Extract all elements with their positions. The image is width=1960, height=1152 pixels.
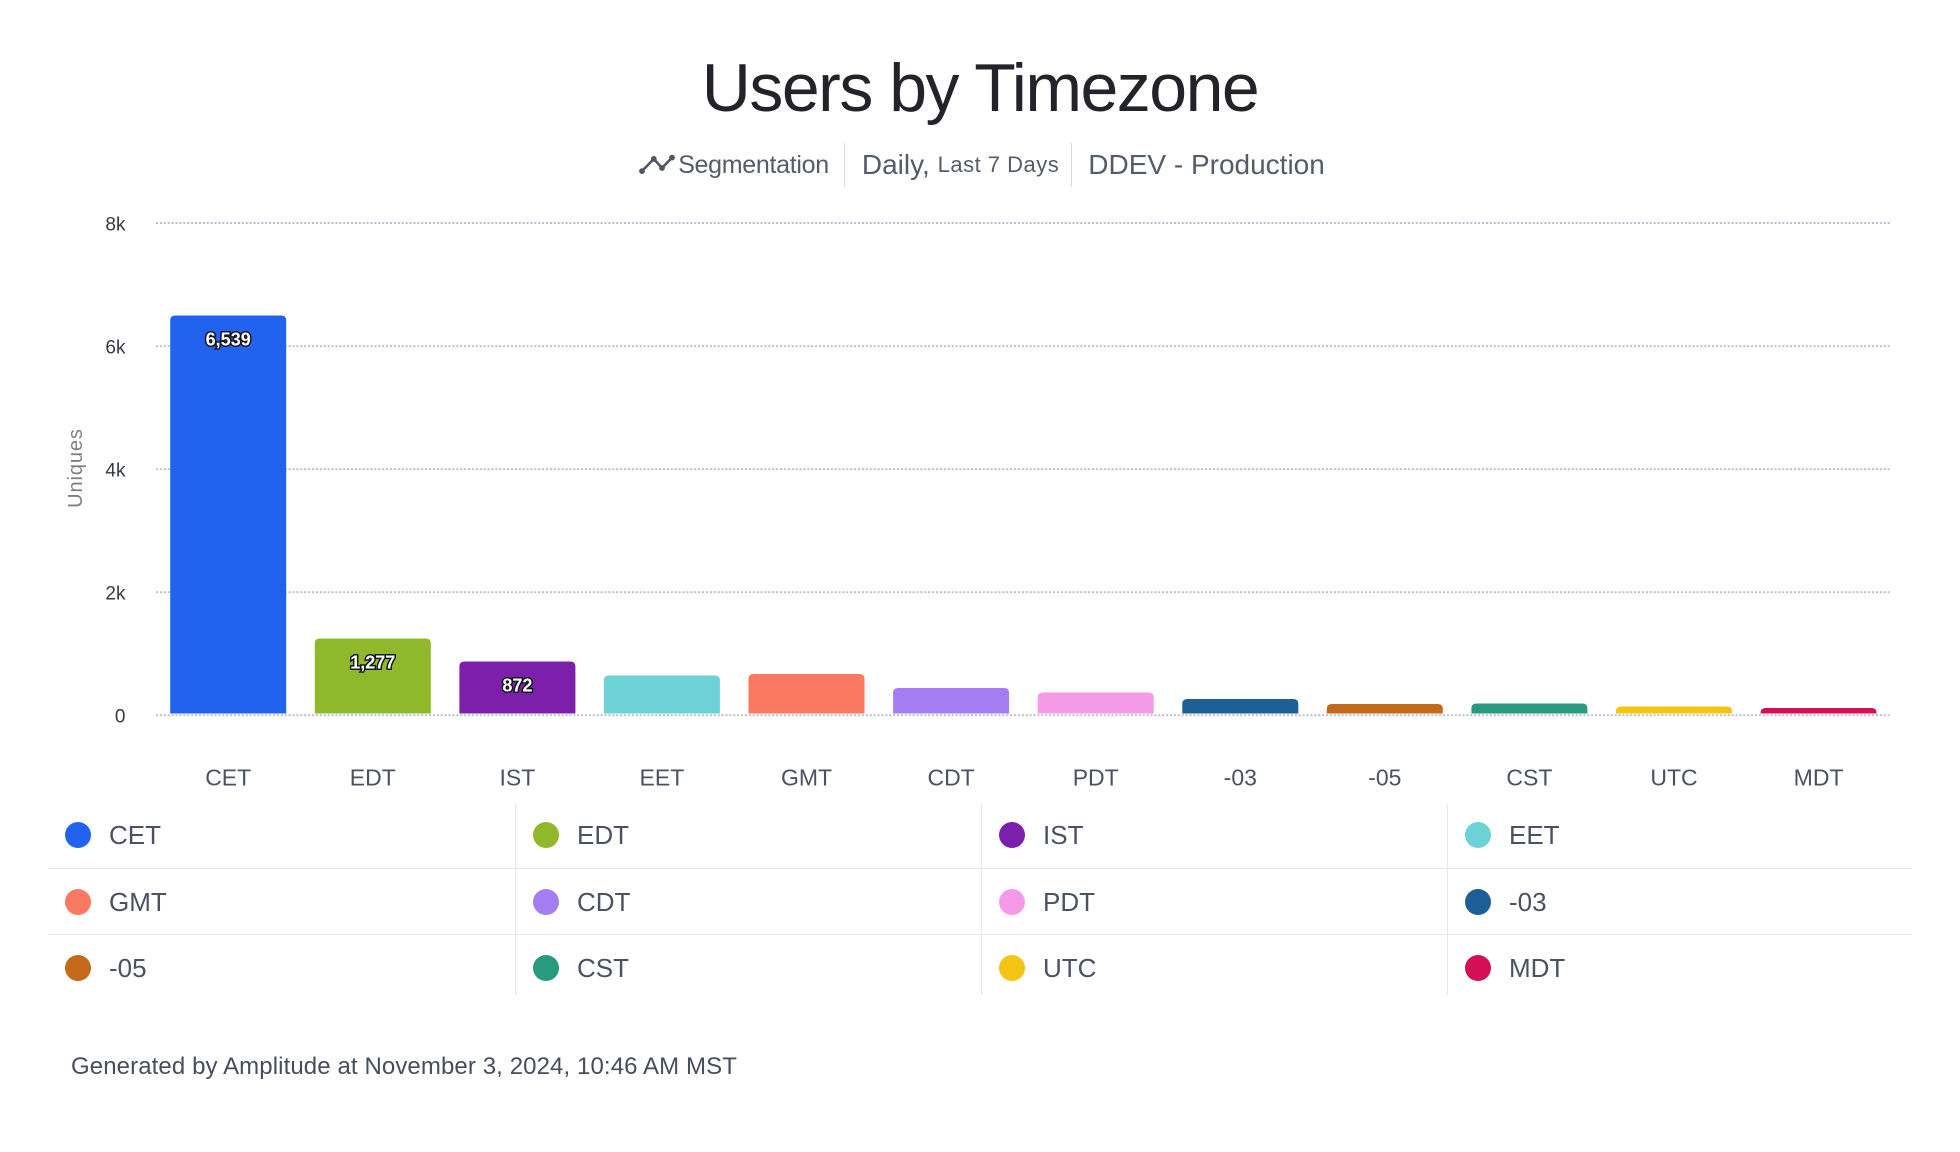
svg-text:4k: 4k — [105, 461, 126, 482]
svg-text:6k: 6k — [105, 338, 126, 359]
svg-text:MDT: MDT — [1794, 765, 1844, 791]
svg-text:872: 872 — [502, 676, 532, 696]
svg-text:CET: CET — [205, 765, 251, 791]
svg-text:UTC: UTC — [1650, 765, 1697, 791]
svg-text:IST: IST — [500, 765, 536, 791]
svg-text:6,539: 6,539 — [206, 330, 251, 350]
svg-text:GMT: GMT — [781, 765, 832, 791]
svg-text:PDT: PDT — [1073, 765, 1119, 791]
svg-text:1,277: 1,277 — [350, 653, 395, 673]
svg-text:-05: -05 — [1368, 765, 1401, 791]
svg-text:EDT: EDT — [350, 765, 396, 791]
svg-text:CDT: CDT — [927, 765, 974, 791]
svg-text:-03: -03 — [1224, 765, 1257, 791]
svg-text:0: 0 — [115, 706, 126, 727]
svg-text:2k: 2k — [105, 584, 126, 605]
svg-text:CST: CST — [1506, 765, 1552, 791]
svg-text:Uniques: Uniques — [65, 428, 87, 508]
svg-text:8k: 8k — [105, 215, 126, 236]
svg-text:EET: EET — [640, 765, 685, 791]
